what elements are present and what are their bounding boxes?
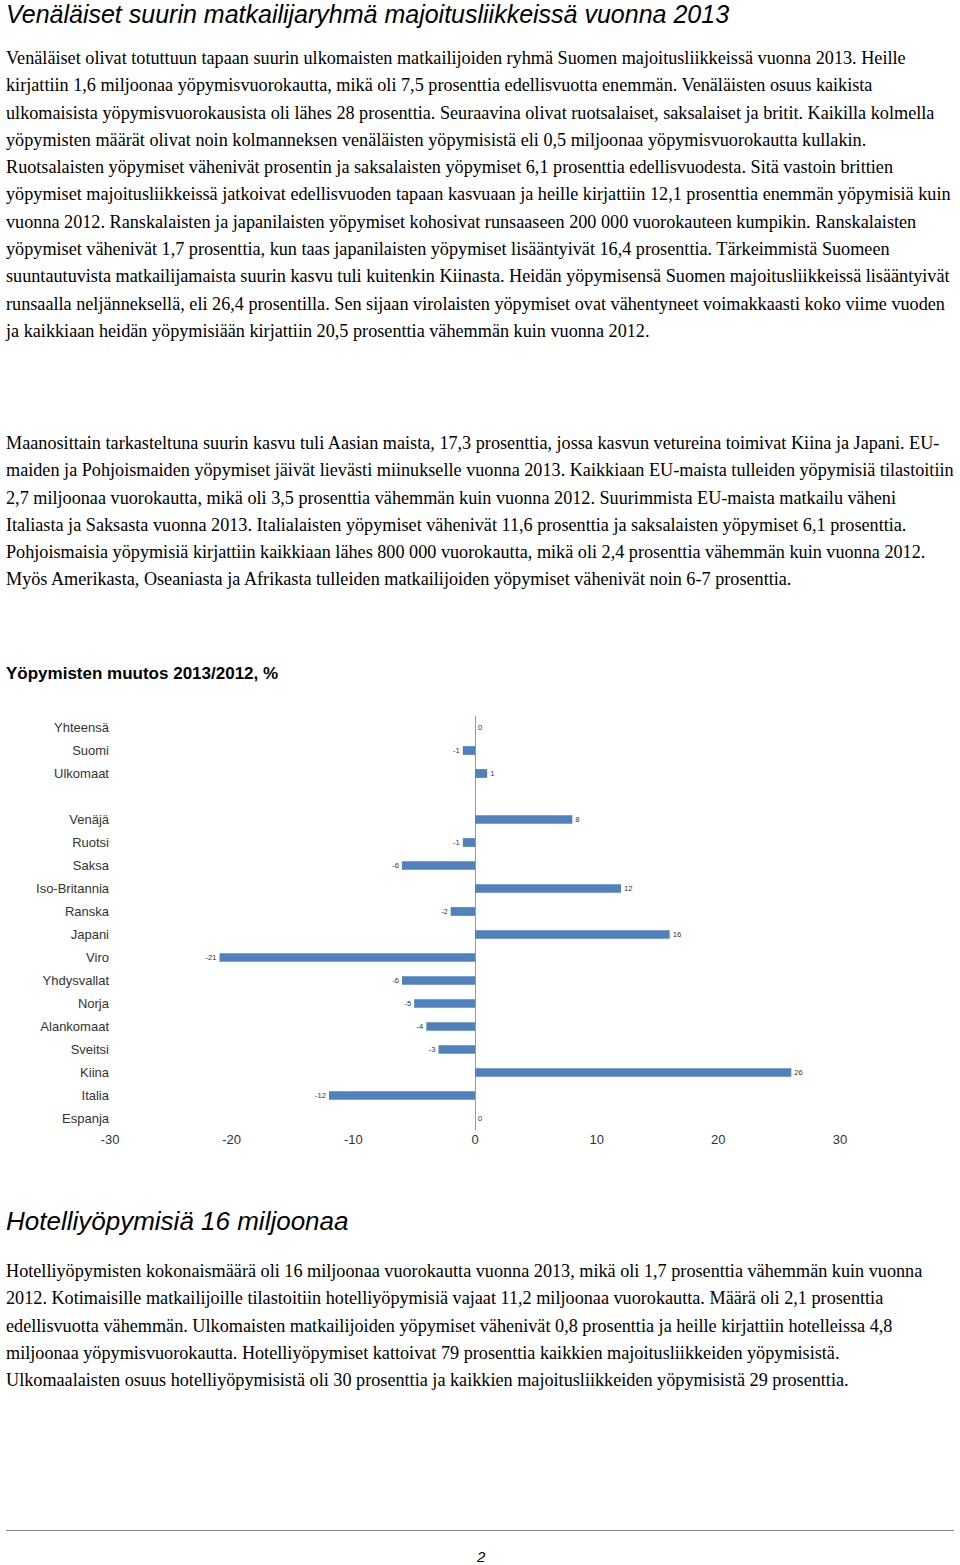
html-text:Venäläiset suurin matkailijary: Venäläiset suurin matkailijaryhmä majoit…	[6, 0, 729, 28]
svg-text:-1: -1	[453, 838, 460, 847]
svg-text:-20: -20	[222, 1132, 241, 1147]
html-text:Hotelliyöpymisiä 16 miljoonaa: Hotelliyöpymisiä 16 miljoonaa	[6, 1206, 349, 1236]
svg-text:Suomi: Suomi	[72, 743, 109, 758]
svg-text:-30: -30	[101, 1132, 120, 1147]
svg-text:0: 0	[478, 1114, 482, 1123]
svg-text:Sveitsi: Sveitsi	[71, 1042, 109, 1057]
svg-text:Espanja: Espanja	[62, 1111, 110, 1126]
svg-text:-4: -4	[417, 1022, 424, 1031]
html-text:2: 2	[477, 1548, 486, 1565]
svg-text:Japani: Japani	[71, 927, 109, 942]
svg-text:Iso-Britannia: Iso-Britannia	[36, 881, 110, 896]
svg-text:Alankomaat: Alankomaat	[40, 1019, 109, 1034]
svg-text:Italia: Italia	[82, 1088, 110, 1103]
svg-text:-3: -3	[429, 1045, 436, 1054]
svg-text:Ruotsi: Ruotsi	[72, 835, 109, 850]
svg-text:30: 30	[833, 1132, 847, 1147]
svg-text:10: 10	[589, 1132, 603, 1147]
html-text:Venäläiset olivat totuttuun ta: Venäläiset olivat totuttuun tapaan suuri…	[6, 48, 951, 341]
svg-text:26: 26	[794, 1068, 802, 1077]
svg-text:-6: -6	[392, 861, 399, 870]
svg-text:Yhteensä: Yhteensä	[54, 720, 110, 735]
svg-text:1: 1	[490, 769, 494, 778]
svg-text:0: 0	[478, 723, 482, 732]
html-text:Maanosittain tarkasteltuna suu: Maanosittain tarkasteltuna suurin kasvu …	[6, 433, 954, 590]
svg-text:-1: -1	[453, 746, 460, 755]
html-text:Yöpymisten muutos 2013/2012, %: Yöpymisten muutos 2013/2012, %	[6, 664, 279, 683]
svg-text:Ulkomaat: Ulkomaat	[54, 766, 109, 781]
svg-text:Viro: Viro	[86, 950, 109, 965]
svg-text:Ranska: Ranska	[65, 904, 110, 919]
svg-text:-12: -12	[315, 1091, 326, 1100]
svg-text:-21: -21	[206, 953, 217, 962]
html-text:Hotelliyöpymisten kokonaismäär: Hotelliyöpymisten kokonaismäärä oli 16 m…	[6, 1261, 923, 1391]
svg-text:Saksa: Saksa	[73, 858, 110, 873]
svg-text:12: 12	[624, 884, 632, 893]
svg-text:Venäjä: Venäjä	[69, 812, 110, 827]
svg-text:8: 8	[575, 815, 579, 824]
svg-text:Yhdysvallat: Yhdysvallat	[43, 973, 110, 988]
svg-text:-2: -2	[441, 907, 448, 916]
svg-text:20: 20	[711, 1132, 725, 1147]
svg-text:Kiina: Kiina	[80, 1065, 110, 1080]
svg-text:16: 16	[673, 930, 681, 939]
svg-text:-5: -5	[404, 999, 411, 1008]
svg-text:Norja: Norja	[78, 996, 110, 1011]
svg-text:-6: -6	[392, 976, 399, 985]
svg-text:-10: -10	[344, 1132, 363, 1147]
svg-text:0: 0	[471, 1132, 478, 1147]
